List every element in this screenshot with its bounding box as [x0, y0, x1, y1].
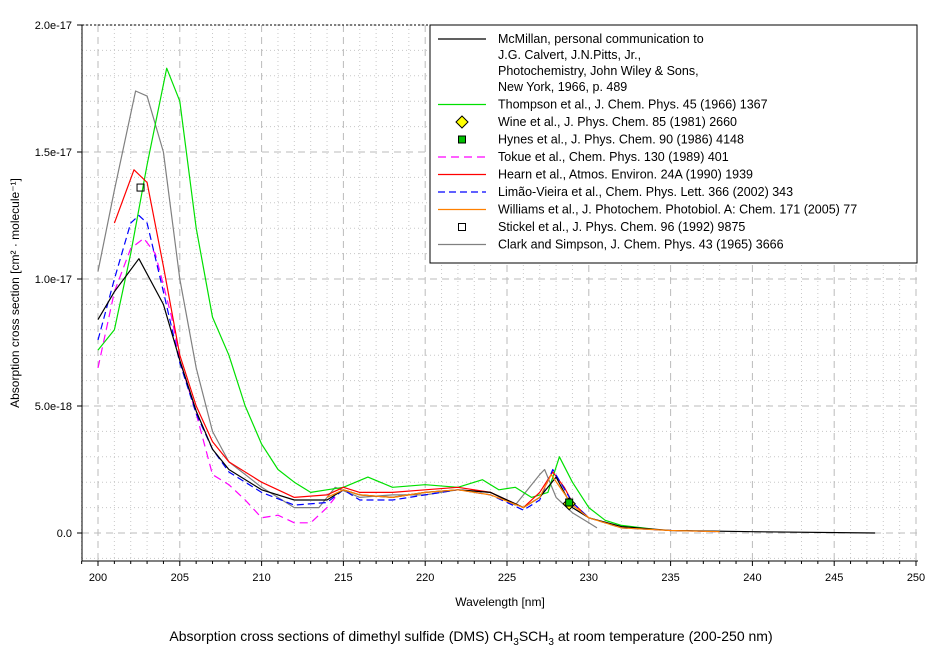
caption-text: Absorption cross sections of dimethyl su… [169, 628, 514, 644]
legend-label: Williams et al., J. Photochem. Photobiol… [498, 203, 857, 217]
legend-label: McMillan, personal communication to [498, 32, 704, 46]
y-tick-label: 5.0e-18 [35, 401, 72, 413]
legend-marker-swatch [458, 135, 466, 144]
x-tick-label: 215 [334, 572, 352, 584]
legend-box [429, 24, 918, 264]
x-tick-label: 210 [252, 572, 270, 584]
legend-label: Hynes et al., J. Phys. Chem. 90 (1986) 4… [498, 133, 744, 147]
caption-text: at room temperature (200-250 nm) [553, 628, 773, 644]
data-marker [565, 498, 574, 507]
x-tick-label: 250 [907, 572, 925, 584]
legend-label: Clark and Simpson, J. Chem. Phys. 43 (19… [498, 238, 784, 252]
chart-caption: Absorption cross sections of dimethyl su… [0, 628, 942, 648]
legend-label: Thompson et al., J. Chem. Phys. 45 (1966… [498, 98, 768, 112]
series-line [113, 169, 590, 519]
y-axis-label: Absorption cross section [cm² · molecule… [8, 178, 22, 408]
x-tick-label: 220 [416, 572, 434, 584]
legend-marker-swatch [455, 115, 469, 129]
series-line [326, 474, 720, 533]
legend: McMillan, personal communication to J.G. … [429, 24, 918, 264]
x-axis-label: Wavelength [nm] [455, 595, 545, 609]
y-tick-label: 0.0 [57, 528, 72, 540]
x-tick-label: 205 [171, 572, 189, 584]
x-tick-label: 225 [498, 572, 516, 584]
x-tick-label: 200 [89, 572, 107, 584]
y-tick-label: 2.0e-17 [35, 20, 72, 32]
caption-sub: 3 [548, 636, 554, 648]
legend-label: New York, 1966, p. 489 [498, 80, 627, 94]
legend-label: Hearn et al., Atmos. Environ. 24A (1990)… [498, 168, 753, 182]
y-tick-label: 1.0e-17 [35, 274, 72, 286]
series-line [97, 258, 876, 534]
legend-label: Photochemistry, John Wiley & Sons, [498, 64, 699, 78]
caption-text: SCH [518, 628, 549, 644]
legend-label: Stickel et al., J. Phys. Chem. 96 (1992)… [498, 220, 745, 234]
y-tick-label: 1.5e-17 [35, 147, 72, 159]
data-marker [136, 183, 145, 192]
x-tick-label: 245 [825, 572, 843, 584]
legend-marker-swatch [458, 223, 466, 231]
series-line [97, 237, 336, 524]
cross-section-chart: 200 205 210 215 220 225 230 235 240 245 250 0.0 5.0e… [8, 20, 925, 609]
x-tick-label: 235 [661, 572, 679, 584]
x-tick-label: 230 [580, 572, 598, 584]
plot-area [97, 67, 876, 534]
legend-label: Wine et al., J. Phys. Chem. 85 (1981) 26… [498, 115, 737, 129]
legend-label: Tokue et al., Chem. Phys. 130 (1989) 401 [498, 150, 729, 164]
legend-label: Limão-Vieira et al., Chem. Phys. Lett. 3… [498, 185, 793, 199]
x-tick-label: 240 [743, 572, 761, 584]
series-line [97, 214, 720, 533]
caption-sub: 3 [513, 636, 519, 648]
legend-label: J.G. Calvert, J.N.Pitts, Jr., [498, 48, 641, 62]
